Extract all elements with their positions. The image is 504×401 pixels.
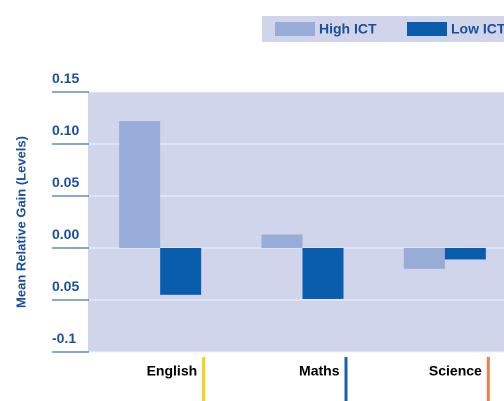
category-marker bbox=[202, 357, 206, 401]
y-tick-label: 0.05 bbox=[52, 174, 79, 190]
x-tick-label: Science bbox=[429, 363, 482, 379]
category-marker bbox=[486, 357, 490, 401]
bar bbox=[302, 248, 344, 299]
x-tick-label: Maths bbox=[299, 363, 340, 379]
y-axis-label: Mean Relative Gain (Levels) bbox=[13, 136, 28, 308]
y-tick-label: 0.15 bbox=[52, 70, 79, 86]
bar bbox=[119, 121, 161, 248]
y-tick-label: -0.1 bbox=[52, 330, 76, 346]
legend-swatch bbox=[275, 22, 315, 36]
category-marker bbox=[344, 357, 348, 401]
bar bbox=[160, 248, 202, 295]
y-tick-label: 0.00 bbox=[52, 226, 79, 242]
bar bbox=[403, 248, 445, 269]
x-tick-label: English bbox=[147, 363, 198, 379]
legend-swatch bbox=[407, 22, 447, 36]
bar bbox=[261, 234, 303, 248]
y-tick-label: 0.10 bbox=[52, 122, 79, 138]
y-tick-label: 0.05 bbox=[52, 278, 79, 294]
legend-label: High ICT bbox=[319, 21, 377, 37]
legend-label: Low ICT bbox=[451, 21, 504, 37]
bar bbox=[444, 248, 486, 260]
